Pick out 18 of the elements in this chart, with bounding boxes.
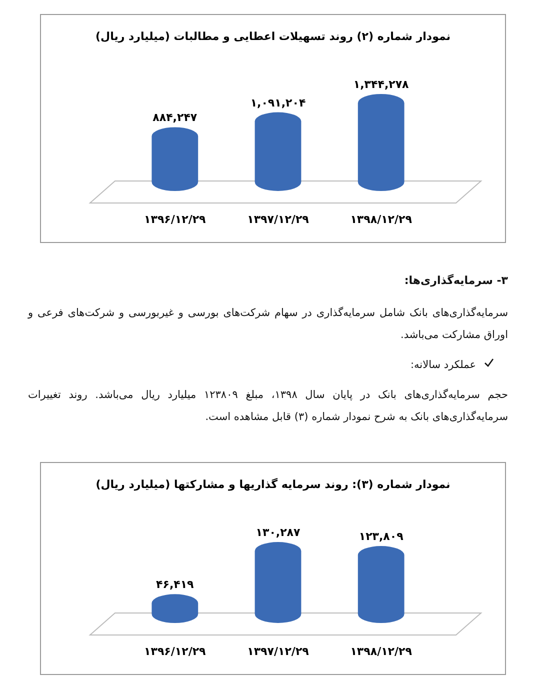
data-label: ۸۸۴,۲۴۷ <box>152 111 198 124</box>
chart-title: نمودار شماره (۳): روند سرمایه گذاریها و مشارکتها (میلیارد ریال) <box>96 478 450 491</box>
text: سرمایه‌گذاری‌های بانک شامل سرمایه‌گذاری در سهام شرکت‌های بورسی و غیربورسی و شرکت‌های فرعی و اوراق مشارکت می‌باشد. <box>28 307 508 341</box>
data-label: ۱,۰۹۱,۲۰۴ <box>250 96 306 110</box>
text: ۳- سرمایه‌گذاری‌ها: <box>403 273 508 289</box>
x-tick-label: ۱۳۹۸/۱۲/۲۹ <box>350 645 412 658</box>
x-tick-label: ۱۳۹۷/۱۲/۲۹ <box>247 213 310 226</box>
data-label: ۱۲۳,۸۰۹ <box>358 530 404 544</box>
text: عملکرد سالانه: <box>410 359 476 371</box>
x-tick-label: ۱۳۹۶/۱۲/۲۹ <box>144 213 206 226</box>
x-tick-label: ۱۳۹۶/۱۲/۲۹ <box>144 645 206 658</box>
data-label: ۴۶,۴۱۹ <box>156 578 194 592</box>
data-label: ۱۳۰,۲۸۷ <box>256 526 301 539</box>
text: حجم سرمایه‌گذاری‌های بانک در پایان سال ۱۳۹۸، مبلغ ۱۲۳۸۰۹ میلیارد ریال می‌باشد. روند تغییرات سرمایه‌گذاری‌های بانک به شرح نمودار شماره (۳) قابل مشاهده است. <box>28 389 508 423</box>
data-label: ۱,۳۴۴,۲۷۸ <box>353 78 410 91</box>
chart-title: نمودار شماره (۲) روند تسهیلات اعطایی و مطالبات (میلیارد ریال) <box>96 30 450 43</box>
x-tick-label: ۱۳۹۷/۱۲/۲۹ <box>247 645 310 658</box>
x-tick-label: ۱۳۹۸/۱۲/۲۹ <box>350 213 412 226</box>
